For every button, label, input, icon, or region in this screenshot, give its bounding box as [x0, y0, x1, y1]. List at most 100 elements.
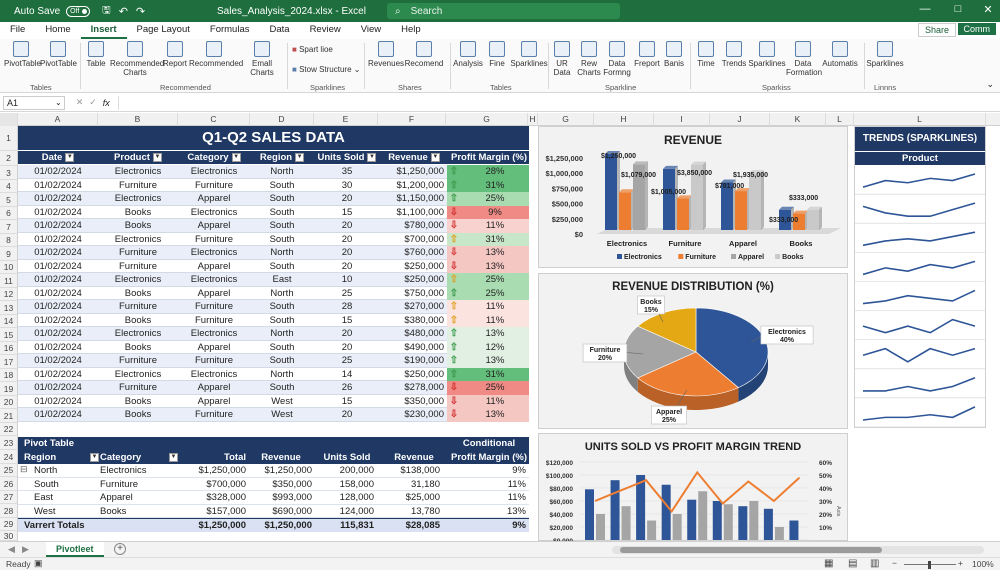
profit-margin-cell[interactable]: ⇩ 25% — [447, 381, 529, 395]
pivot-cell[interactable]: Electronics — [100, 465, 147, 476]
zoom-slider[interactable] — [904, 561, 956, 569]
menu-help[interactable]: Help — [401, 24, 421, 35]
table-cell[interactable]: Books — [124, 220, 152, 231]
table-row[interactable]: 01/02/2024 Books Apparel West 15 $350,000 — [18, 394, 529, 408]
row-header[interactable]: 19 — [0, 382, 18, 396]
profit-margin-cell[interactable]: ⇩ 13% — [447, 259, 529, 273]
table-row[interactable]: 01/02/2024 Furniture Electronics North 20 $76… — [18, 246, 529, 260]
bar[interactable] — [749, 173, 761, 230]
table-cell[interactable]: Books — [124, 206, 152, 218]
column-header[interactable]: F — [378, 113, 446, 126]
recommended-button[interactable]: Recommended — [189, 41, 243, 68]
profit-margin-line[interactable] — [594, 470, 801, 514]
table-row[interactable]: 01/02/2024 Electronics Furniture South 20 $70… — [18, 232, 529, 246]
table-cell[interactable]: 20 — [341, 260, 353, 272]
table-cell[interactable]: 25 — [341, 355, 353, 366]
add-sheet-icon[interactable]: + — [114, 543, 126, 555]
undo-icon[interactable]: ↶ — [118, 5, 128, 18]
pivot-row[interactable]: West Books $157,000 $690,000 124,000 13,780 13… — [18, 504, 529, 518]
row-header[interactable]: 30 — [0, 531, 18, 541]
table-cell[interactable]: $380,000 — [404, 314, 444, 326]
pivot-cell[interactable]: West — [34, 505, 56, 517]
row-header[interactable]: 21 — [0, 409, 18, 423]
pivot-header-profit-margin[interactable]: Profit Margin (%) — [448, 451, 530, 465]
filter-dropdown-icon[interactable]: ▼ — [169, 453, 178, 462]
menu-view[interactable]: View — [360, 24, 382, 35]
column-header[interactable]: J — [710, 113, 770, 126]
table-cell[interactable]: South — [269, 206, 295, 218]
bar[interactable] — [621, 506, 631, 540]
table-cell[interactable]: 28 — [341, 301, 353, 312]
accessibility-icon[interactable]: ▣ — [34, 558, 43, 568]
row-header[interactable]: 2 — [0, 151, 18, 166]
rew-charts-button[interactable]: Rew Charts — [576, 41, 602, 77]
pivot-cell[interactable]: 13% — [506, 505, 526, 517]
page-break-icon[interactable]: ▥ — [870, 558, 880, 569]
profit-margin-cell[interactable]: ⇧ 13% — [447, 354, 529, 368]
table-cell[interactable]: Electronics — [190, 328, 238, 339]
bar[interactable] — [774, 527, 784, 540]
row-header[interactable]: 10 — [0, 261, 18, 274]
table-cell[interactable]: Apparel — [197, 193, 231, 204]
table-row[interactable]: 01/02/2024 Furniture Apparel South 20 $250,00… — [18, 259, 529, 273]
table-cell[interactable]: $1,200,000 — [396, 179, 444, 191]
profit-margin-cell[interactable]: ⇧ 31% — [447, 178, 529, 192]
table-cell[interactable]: 01/02/2024 — [34, 247, 82, 258]
row-header[interactable]: 15 — [0, 328, 18, 342]
profit-margin-cell[interactable]: ⇧ 31% — [447, 232, 529, 246]
table-cell[interactable]: $250,000 — [404, 368, 444, 380]
filter-dropdown-icon[interactable]: ▼ — [65, 152, 75, 162]
filter-dropdown-icon[interactable]: ▼ — [295, 152, 305, 162]
table-cell[interactable]: South — [269, 260, 295, 272]
menu-review[interactable]: Review — [309, 24, 341, 35]
table-cell[interactable]: $480,000 — [404, 328, 444, 339]
comments-button[interactable]: Comm — [957, 23, 996, 35]
pivottable-button[interactable]: PivotTable — [4, 41, 41, 68]
data-formng-button[interactable]: Data Formng — [602, 41, 632, 77]
column-header[interactable]: L — [854, 113, 986, 126]
table-cell[interactable]: 20 — [341, 341, 353, 353]
sparklines-2-button[interactable]: Sparklines — [748, 41, 786, 68]
pivot-cell[interactable]: East — [34, 492, 54, 503]
row-header[interactable]: 29 — [0, 518, 18, 531]
bar[interactable] — [735, 191, 747, 230]
table-cell[interactable]: 01/02/2024 — [34, 287, 82, 299]
table-cell[interactable]: 01/02/2024 — [34, 193, 82, 204]
row-header[interactable]: 22 — [0, 423, 18, 436]
row-header[interactable]: 7 — [0, 220, 18, 234]
header-category[interactable]: Category ▼ — [178, 151, 250, 165]
table-row[interactable]: 01/02/2024 Furniture Furniture South 30 $1,20… — [18, 178, 529, 192]
profit-margin-cell[interactable]: ⇧ 25% — [447, 192, 529, 206]
close-icon[interactable]: ✕ — [983, 4, 993, 16]
pivot-cell[interactable]: 158,000 — [339, 478, 374, 490]
pivot-cell[interactable]: $700,000 — [206, 478, 246, 490]
pivot-cell[interactable]: 9% — [512, 465, 526, 476]
data-formation-button[interactable]: Data Formation — [786, 41, 822, 77]
table-row[interactable]: 01/02/2024 Books Apparel South 20 $490,000 — [18, 340, 529, 354]
row-header[interactable]: 28 — [0, 504, 18, 518]
horizontal-scrollbar[interactable] — [612, 546, 984, 554]
table-cell[interactable]: Electronics — [190, 274, 238, 285]
bar[interactable] — [633, 164, 645, 230]
table-cell[interactable]: South — [269, 220, 295, 231]
row-header[interactable]: 13 — [0, 301, 18, 315]
pivot-cell[interactable]: Apparel — [100, 492, 133, 503]
table-cell[interactable]: 01/02/2024 — [34, 233, 82, 245]
enter-icon[interactable]: ✓ — [89, 97, 97, 107]
table-row[interactable]: 01/02/2024 Books Furniture West 20 $230,000 — [18, 408, 529, 422]
bar[interactable] — [687, 499, 697, 540]
column-header[interactable]: G — [538, 113, 594, 126]
table-cell[interactable]: 15 — [341, 206, 353, 218]
table-cell[interactable]: South — [269, 179, 295, 191]
pivot-cell[interactable]: 124,000 — [339, 505, 374, 517]
table-cell[interactable]: Electronics — [190, 247, 238, 258]
row-header[interactable]: 12 — [0, 288, 18, 301]
share-button[interactable]: Share — [917, 23, 956, 37]
zoom-out-icon[interactable]: − — [892, 558, 897, 568]
column-header[interactable]: A — [18, 113, 98, 126]
table-cell[interactable]: 01/02/2024 — [34, 355, 82, 366]
table-cell[interactable]: 01/02/2024 — [34, 166, 82, 177]
row-header[interactable]: 5 — [0, 193, 18, 207]
table-cell[interactable]: $700,000 — [404, 233, 444, 245]
table-row[interactable]: 01/02/2024 Furniture Furniture South 28 $270,… — [18, 300, 529, 314]
